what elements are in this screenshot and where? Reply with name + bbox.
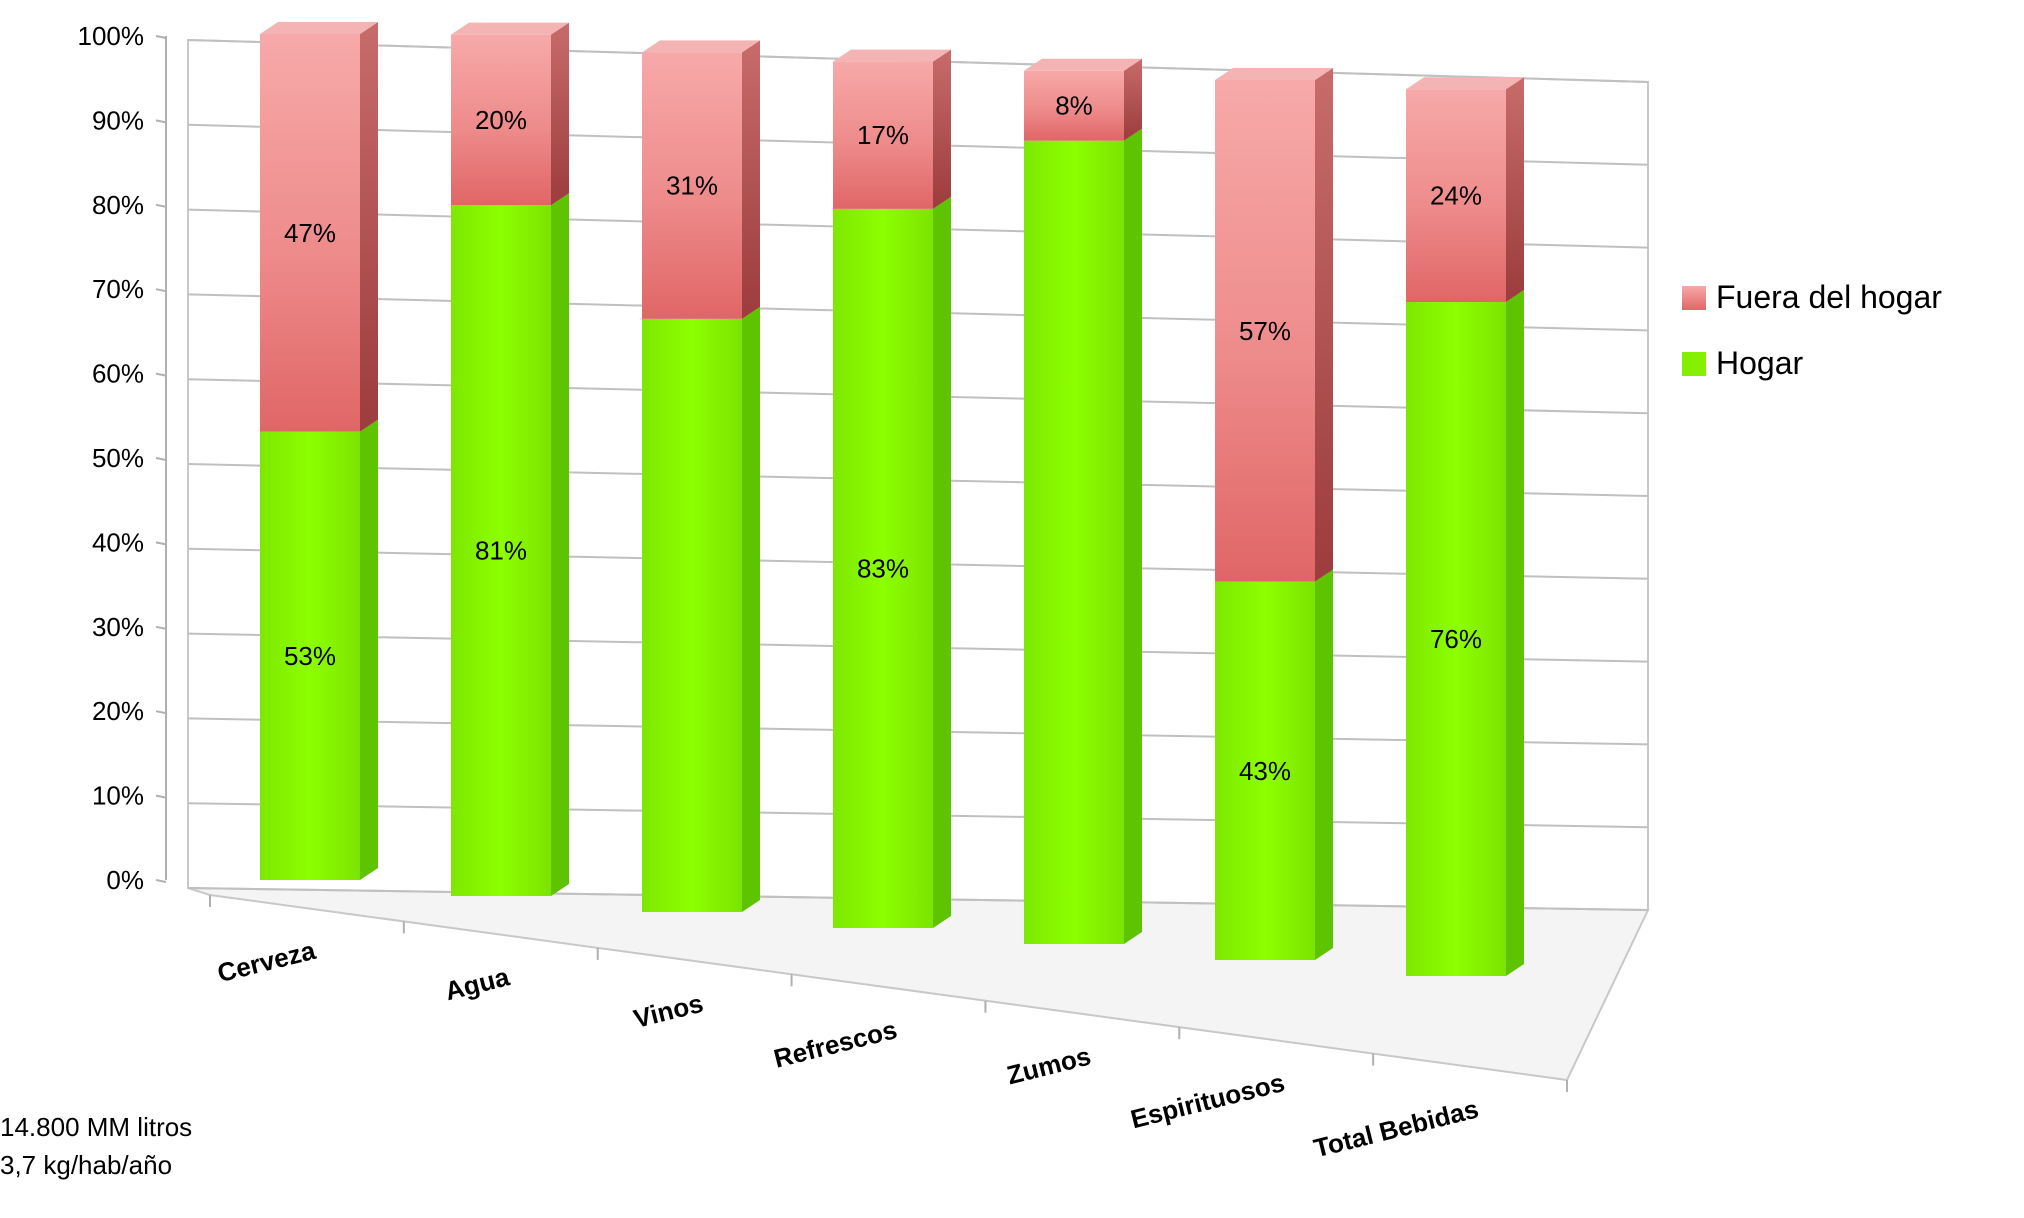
bar-segment-fuera-del-hogar [833, 61, 933, 209]
bar-side-hogar [1124, 128, 1142, 944]
y-axis: 0% 10% 20% 30% 40% 50% 60% 70% 80% 90% 100% [78, 21, 1568, 1092]
data-label-fuera-del-hogar: 20% [475, 105, 527, 135]
bar-side-fuera-del-hogar [933, 49, 951, 209]
bar-side-hogar [933, 196, 951, 928]
x-category-label: Vinos [631, 988, 706, 1034]
y-tick-mark [155, 710, 167, 715]
y-tick-label: 70% [92, 274, 144, 304]
bar-side-hogar [1506, 290, 1524, 977]
legend-swatch [1682, 286, 1706, 310]
y-tick-label: 0% [106, 865, 144, 895]
data-label-hogar: 83% [857, 553, 909, 583]
bar-side-fuera-del-hogar [360, 22, 378, 432]
bar-espirituosos: 43% 57% [1215, 68, 1333, 960]
legend-swatch [1682, 352, 1706, 376]
y-tick-mark [155, 288, 167, 293]
bar-side-hogar [551, 193, 569, 896]
x-category-label: Espirituosos [1128, 1067, 1288, 1134]
bar-zumos: 8% [1024, 58, 1142, 944]
y-tick-mark [155, 119, 167, 124]
bar-side-fuera-del-hogar [742, 40, 760, 319]
data-label-hogar: 81% [475, 536, 527, 566]
bar-segment-fuera-del-hogar [1406, 89, 1506, 303]
y-tick-label: 80% [92, 190, 144, 220]
bar-top [642, 40, 760, 53]
y-tick-mark [155, 541, 167, 546]
y-tick-label: 10% [92, 781, 144, 811]
legend: Fuera del hogar Hogar [1682, 279, 1942, 381]
bar-segment-fuera-del-hogar [451, 34, 551, 206]
bar-segment-hogar [260, 431, 360, 880]
bar-side-fuera-del-hogar [551, 22, 569, 206]
bar-segment-fuera-del-hogar [260, 34, 360, 432]
bar-side-hogar [742, 306, 760, 913]
y-tick-mark [155, 35, 167, 39]
y-tick-label: 40% [92, 527, 144, 557]
legend-label: Hogar [1716, 345, 1804, 381]
data-label-hogar: 76% [1430, 624, 1482, 654]
bar-side-hogar [360, 419, 378, 880]
bar-segment-hogar [1024, 140, 1124, 944]
bar-segment-hogar [833, 208, 933, 928]
bar-segment-fuera-del-hogar [642, 52, 742, 319]
bar-top [260, 22, 378, 34]
bar-vinos: 31% [642, 40, 760, 913]
data-label-fuera-del-hogar: 31% [666, 171, 718, 201]
y-tick-mark [155, 879, 167, 883]
footnote-volume: 14.800 MM litros [0, 1112, 193, 1142]
x-category-label: Agua [442, 961, 513, 1006]
bar-side-fuera-del-hogar [1506, 77, 1524, 303]
data-label-fuera-del-hogar: 57% [1239, 316, 1291, 346]
x-category-label: Zumos [1004, 1041, 1094, 1091]
footnote-per-capita: 3,7 kg/hab/año [0, 1150, 173, 1180]
y-tick-label: 50% [92, 443, 144, 473]
bar-segment-hogar [1215, 581, 1315, 960]
x-category-label: Cerveza [214, 935, 319, 988]
y-tick-label: 100% [78, 21, 145, 51]
bar-agua: 81% 20% [451, 22, 569, 896]
bar-segment-hogar [1406, 302, 1506, 977]
y-tick-label: 30% [92, 612, 144, 642]
bar-side-fuera-del-hogar [1124, 58, 1142, 141]
y-tick-mark [155, 372, 167, 377]
bar-segment-hogar [451, 205, 551, 896]
y-tick-mark [155, 625, 167, 630]
bar-side-fuera-del-hogar [1315, 68, 1333, 582]
y-tick-label: 60% [92, 359, 144, 389]
data-label-fuera-del-hogar: 47% [284, 218, 336, 248]
x-category-label: Refrescos [771, 1014, 900, 1074]
data-label-hogar: 43% [1239, 756, 1291, 786]
data-label-fuera-del-hogar: 8% [1055, 91, 1093, 121]
bar-side-hogar [1315, 569, 1333, 960]
bar-top [1024, 58, 1142, 71]
bars: 53% 47% 81% 20% 31% 83% 17% 8% 43% 57% 76% 24% [260, 22, 1524, 977]
bar-segment-hogar [642, 318, 742, 913]
bar-total-bebidas: 76% 24% [1406, 77, 1524, 977]
bar-refrescos: 83% 17% [833, 49, 951, 928]
bar-top [451, 22, 569, 35]
bar-cerveza: 53% 47% [260, 22, 378, 880]
bar-top [1215, 68, 1333, 80]
data-label-fuera-del-hogar: 17% [857, 120, 909, 150]
x-category-label: Total Bebidas [1311, 1093, 1482, 1163]
y-tick-mark [155, 457, 167, 461]
data-label-hogar: 53% [284, 641, 336, 671]
bar-segment-fuera-del-hogar [1024, 70, 1124, 141]
y-tick-mark [155, 794, 167, 799]
y-tick-mark [155, 203, 167, 208]
legend-label: Fuera del hogar [1716, 279, 1942, 315]
y-tick-label: 90% [92, 105, 144, 135]
bar-top [1406, 77, 1524, 90]
bar-top [833, 49, 951, 62]
y-tick-label: 20% [92, 696, 144, 726]
bar-segment-fuera-del-hogar [1215, 80, 1315, 582]
data-label-fuera-del-hogar: 24% [1430, 181, 1482, 211]
